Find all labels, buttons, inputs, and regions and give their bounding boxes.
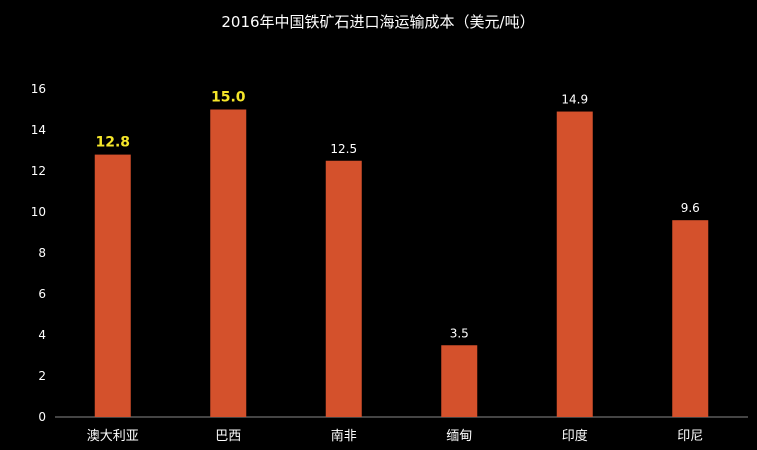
value-label-1: 12.8 (95, 135, 130, 151)
bar-5 (556, 111, 593, 418)
value-label-6: 9.6 (681, 201, 700, 215)
bars-group (94, 109, 709, 418)
bar-3 (325, 160, 362, 417)
x-tick-label-5: 印度 (562, 428, 588, 444)
y-tick-label: 8 (38, 246, 46, 260)
bar-4 (441, 345, 478, 417)
value-label-2: 15.0 (211, 90, 246, 106)
x-tick-label-1: 澳大利亚 (87, 428, 139, 444)
y-tick-label: 16 (31, 82, 46, 96)
value-label-5: 14.9 (561, 93, 588, 107)
bar-2 (210, 109, 247, 417)
value-labels-group: 12.8 15.0 12.5 3.5 14.9 9.6 (95, 90, 699, 341)
y-axis-ticks: 0 2 4 6 8 10 12 14 16 (31, 82, 46, 424)
x-tick-label-4: 缅甸 (446, 429, 472, 444)
y-tick-label: 12 (31, 164, 46, 178)
chart-title: 2016年中国铁矿石进口海运输成本（美元/吨） (221, 13, 534, 31)
y-tick-label: 14 (31, 123, 46, 137)
bar-6 (672, 220, 709, 417)
y-tick-label: 0 (38, 410, 46, 424)
x-axis-labels: 澳大利亚 巴西 南非 缅甸 印度 印尼 (87, 428, 704, 444)
x-tick-label-6: 印尼 (677, 429, 703, 444)
y-tick-label: 4 (38, 328, 46, 342)
y-tick-label: 2 (38, 369, 46, 383)
x-tick-label-3: 南非 (331, 428, 357, 444)
value-label-3: 12.5 (330, 142, 357, 156)
bar-1 (94, 154, 131, 417)
y-tick-label: 6 (38, 287, 46, 301)
x-tick-label-2: 巴西 (215, 429, 241, 444)
value-label-4: 3.5 (450, 326, 469, 340)
y-tick-label: 10 (31, 205, 46, 219)
